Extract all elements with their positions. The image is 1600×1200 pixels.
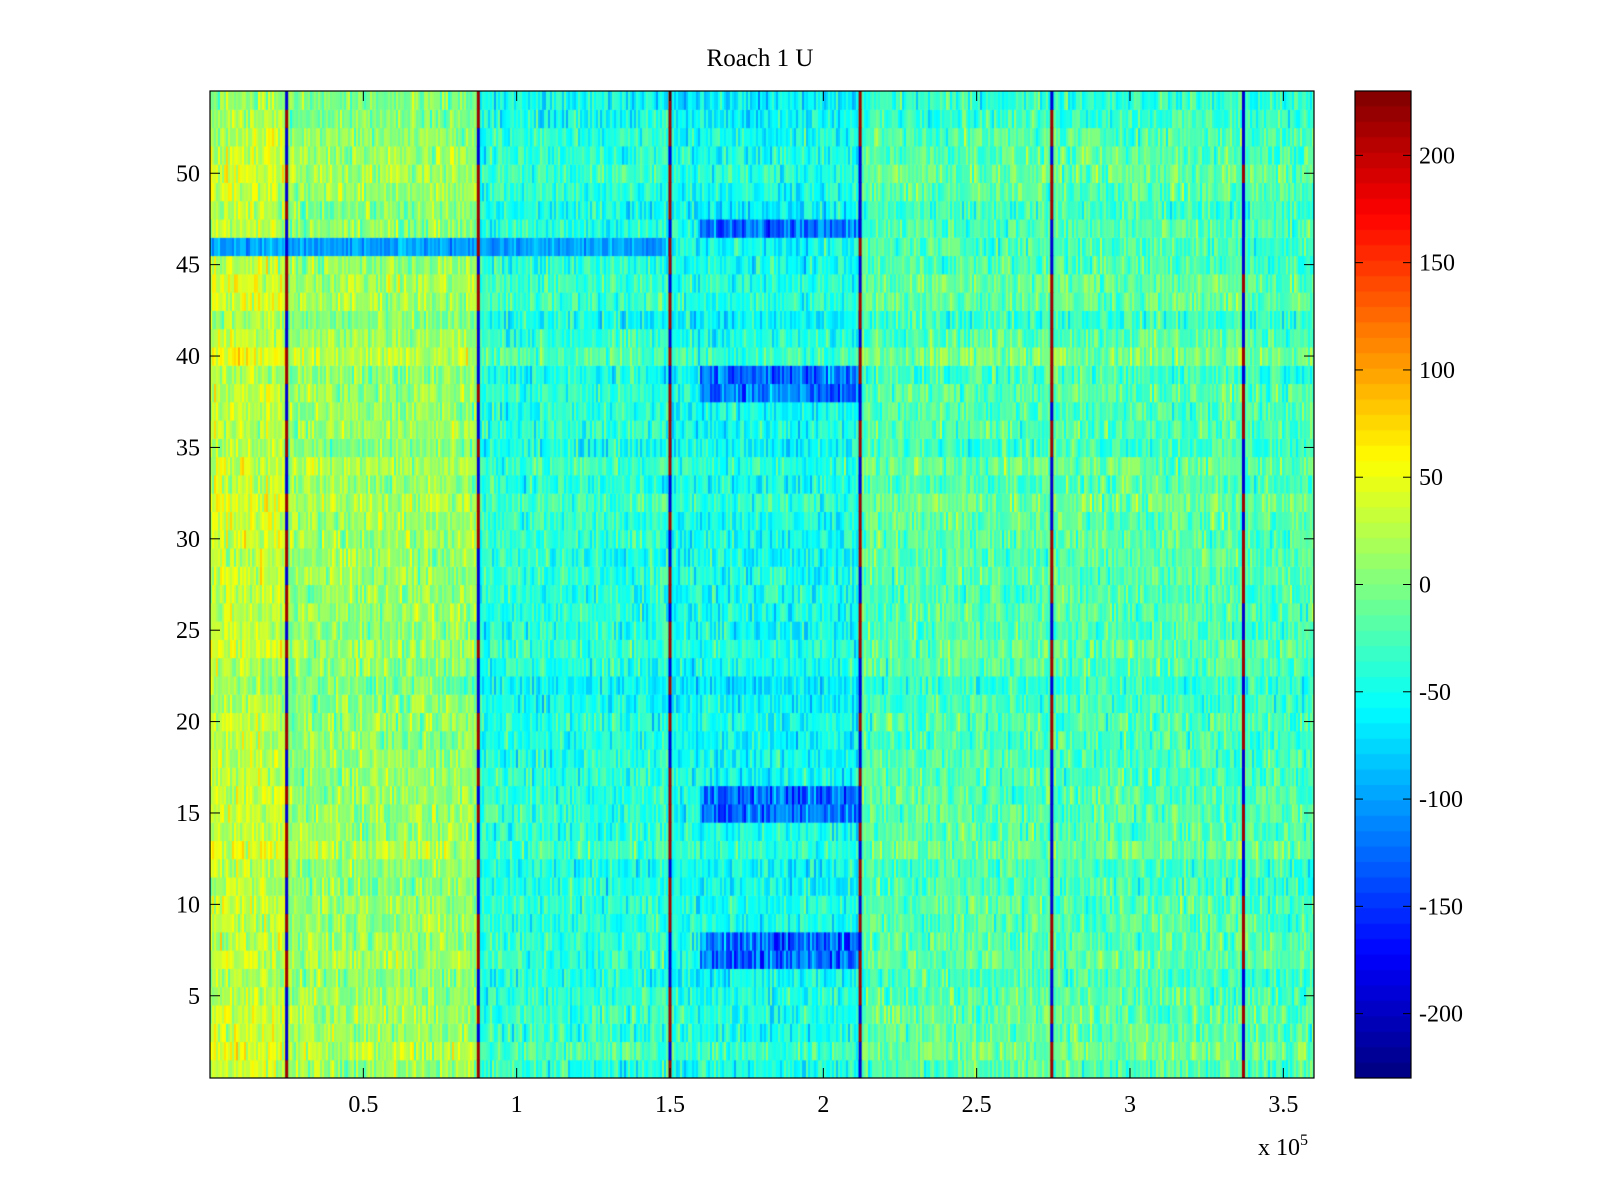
colorbar-tick-label: 0	[1419, 573, 1431, 599]
colorbar-tick-label: -150	[1419, 894, 1463, 920]
x-tick-label: 1.5	[655, 1092, 685, 1118]
colorbar-tick-label: 50	[1419, 465, 1443, 491]
colorbar-image	[1355, 91, 1411, 1078]
chart-title: Roach 1 U	[707, 45, 814, 72]
x-tick-label: 3	[1124, 1092, 1136, 1118]
colorbar-frame	[1354, 90, 1412, 1079]
heatmap-image	[210, 91, 1314, 1078]
x-axis: 0.5 1 1.5 2 2.5 3 3.5	[348, 91, 1298, 1118]
colorbar-tick-label: 100	[1419, 358, 1455, 384]
y-tick-label: 30	[176, 527, 200, 553]
y-tick-label: 25	[176, 618, 200, 644]
y-tick-label: 50	[176, 161, 200, 187]
x-tick-label: 0.5	[348, 1092, 378, 1118]
y-tick-label: 35	[176, 435, 200, 461]
colorbar-tick-label: 200	[1419, 143, 1455, 169]
y-tick-label: 10	[176, 892, 200, 918]
x-multiplier-label: x 105	[1258, 1132, 1308, 1161]
colorbar-axis: 200 150 100 50 0 -50 -100 -150 -200	[1355, 143, 1463, 1028]
x-tick-label: 1	[511, 1092, 523, 1118]
plot-frame	[209, 90, 1315, 1079]
y-tick-label: 15	[176, 801, 200, 827]
y-axis: 5 10 15 20 25 30 35 40 45 50	[176, 161, 1314, 1010]
y-tick-label: 40	[176, 344, 200, 370]
colorbar-tick-label: -50	[1419, 680, 1451, 706]
colorbar-tick-label: -100	[1419, 787, 1463, 813]
x-tick-label: 2	[817, 1092, 829, 1118]
x-tick-label: 2.5	[962, 1092, 992, 1118]
colorbar-tick-label: 150	[1419, 251, 1455, 277]
y-tick-label: 20	[176, 710, 200, 736]
y-tick-label: 45	[176, 253, 200, 279]
y-tick-label: 5	[188, 984, 200, 1010]
colorbar-tick-label: -200	[1419, 1002, 1463, 1028]
x-tick-label: 3.5	[1268, 1092, 1298, 1118]
